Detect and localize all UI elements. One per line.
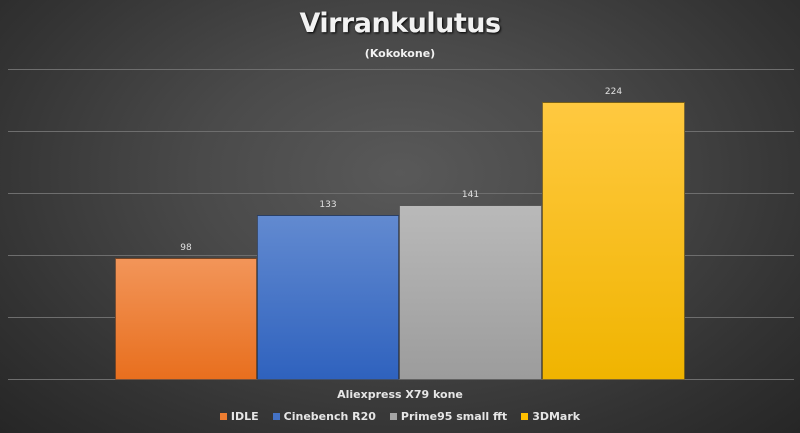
legend: IDLE Cinebench R20 Prime95 small fft 3DM… (0, 410, 800, 423)
legend-item-cinebench: Cinebench R20 (272, 410, 376, 423)
chart-subtitle: (Kokokone) (364, 47, 436, 60)
legend-label-idle: IDLE (230, 410, 259, 423)
legend-swatch-cinebench (272, 413, 280, 420)
legend-swatch-idle (219, 413, 227, 420)
gridline-200 (8, 131, 794, 132)
gridline-250 (8, 69, 794, 70)
value-label-idle: 98 (180, 243, 192, 253)
value-label-prime95: 141 (461, 190, 480, 200)
legend-item-3dmark: 3DMark (521, 410, 580, 423)
bar-prime95: 141 (399, 190, 542, 380)
plot-area: 98 133 141 224 (8, 69, 794, 380)
legend-item-prime95: Prime95 small fft (389, 410, 508, 423)
legend-label-prime95: Prime95 small fft (400, 410, 508, 423)
legend-swatch-3dmark (521, 413, 529, 420)
chart-title: Virrankulutus (299, 8, 501, 39)
x-axis-category-label: Aliexpress X79 kone (337, 388, 463, 401)
gridline-150 (8, 193, 794, 194)
value-label-3dmark: 224 (604, 87, 623, 97)
legend-item-idle: IDLE (219, 410, 259, 423)
bar-idle: 98 (115, 243, 257, 380)
value-label-cinebench: 133 (319, 200, 337, 210)
legend-swatch-prime95 (389, 413, 397, 420)
bar-3dmark: 224 (542, 87, 685, 380)
legend-label-3dmark: 3DMark (532, 410, 581, 423)
legend-label-cinebench: Cinebench R20 (283, 410, 376, 423)
bar-cinebench: 133 (257, 200, 399, 380)
